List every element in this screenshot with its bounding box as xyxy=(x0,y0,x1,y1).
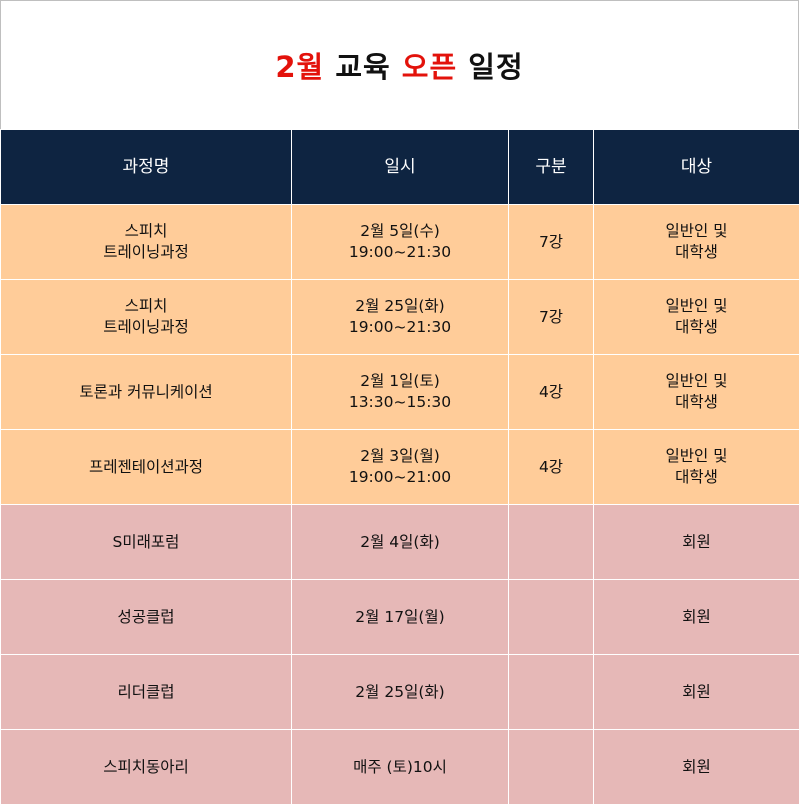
course-cell: 성공클럽 xyxy=(0,579,292,655)
date-line: 2월 5일(수) xyxy=(360,222,440,240)
date-line: 2월 1일(토) xyxy=(360,372,440,390)
time-line: 19:00~21:30 xyxy=(348,318,452,336)
target-line: 대학생 xyxy=(675,243,718,261)
type-cell: 4강 xyxy=(508,429,594,505)
date-line: 2월 3일(월) xyxy=(360,447,440,465)
header-type: 구분 xyxy=(508,129,594,205)
page-title: 2월 교육 오픈 일정 xyxy=(0,44,799,86)
time-line: 19:00~21:30 xyxy=(348,243,452,261)
target-cell: 회원 xyxy=(593,729,799,805)
target-line: 대학생 xyxy=(675,318,718,336)
date-cell: 2월 5일(수) 19:00~21:30 xyxy=(291,204,509,280)
target-line: 일반인 및 xyxy=(665,447,728,465)
header-course-name: 과정명 xyxy=(0,129,292,205)
date-cell: 2월 4일(화) xyxy=(291,504,509,580)
date-cell: 2월 25일(화) xyxy=(291,654,509,730)
table-header-row: 과정명 일시 구분 대상 xyxy=(0,129,799,205)
course-line: 스피치 xyxy=(124,297,168,315)
type-cell: 4강 xyxy=(508,354,594,430)
target-line: 대학생 xyxy=(675,393,718,411)
time-line: 19:00~21:00 xyxy=(348,468,452,486)
date-cell: 2월 3일(월) 19:00~21:00 xyxy=(291,429,509,505)
type-cell xyxy=(508,729,594,805)
date-cell: 2월 25일(화) 19:00~21:30 xyxy=(291,279,509,355)
title-word-education: 교육 xyxy=(335,50,391,84)
course-cell: 스피치동아리 xyxy=(0,729,292,805)
type-cell xyxy=(508,654,594,730)
title-month: 2월 xyxy=(275,50,325,84)
target-line: 일반인 및 xyxy=(665,222,728,240)
target-cell: 회원 xyxy=(593,654,799,730)
target-line: 일반인 및 xyxy=(665,297,728,315)
course-cell: 토론과 커뮤니케이션 xyxy=(0,354,292,430)
type-cell: 7강 xyxy=(508,279,594,355)
header-date-time: 일시 xyxy=(291,129,509,205)
course-line: 트레이닝과정 xyxy=(103,318,189,336)
target-cell: 회원 xyxy=(593,504,799,580)
target-line: 일반인 및 xyxy=(665,372,728,390)
type-cell xyxy=(508,504,594,580)
course-line: 트레이닝과정 xyxy=(103,243,189,261)
title-word-open: 오픈 xyxy=(401,50,458,84)
type-cell: 7강 xyxy=(508,204,594,280)
time-line: 13:30~15:30 xyxy=(348,393,452,411)
target-cell: 회원 xyxy=(593,579,799,655)
title-word-schedule: 일정 xyxy=(468,50,524,84)
course-line: 토론과 커뮤니케이션 xyxy=(79,382,213,401)
type-cell xyxy=(508,579,594,655)
date-line: 2월 25일(화) xyxy=(355,297,445,315)
course-cell: S미래포럼 xyxy=(0,504,292,580)
date-cell: 매주 (토)10시 xyxy=(291,729,509,805)
date-cell: 2월 17일(월) xyxy=(291,579,509,655)
table-row: 성공클럽 2월 17일(월) 회원 xyxy=(0,579,799,655)
header-target: 대상 xyxy=(593,129,799,205)
course-cell: 리더클럽 xyxy=(0,654,292,730)
course-line: 스피치 xyxy=(124,222,168,240)
course-cell: 프레젠테이션과정 xyxy=(0,429,292,505)
course-line: 프레젠테이션과정 xyxy=(88,457,204,476)
table-row: 스피치동아리 매주 (토)10시 회원 xyxy=(0,729,799,805)
date-cell: 2월 1일(토) 13:30~15:30 xyxy=(291,354,509,430)
table-row: 리더클럽 2월 25일(화) 회원 xyxy=(0,654,799,730)
target-line: 대학생 xyxy=(675,468,718,486)
schedule-table: 과정명 일시 구분 대상 스피치 트레이닝과정 2월 5일(수) 19:00~21:… xyxy=(0,129,799,805)
table-row: S미래포럼 2월 4일(화) 회원 xyxy=(0,504,799,580)
